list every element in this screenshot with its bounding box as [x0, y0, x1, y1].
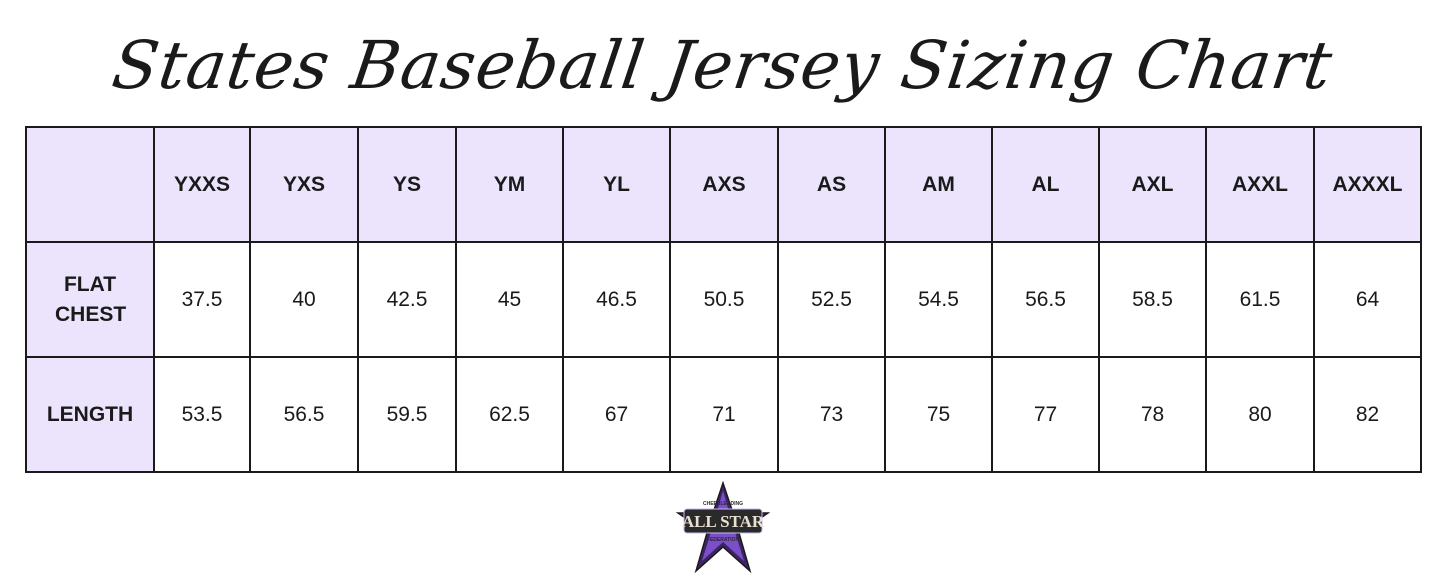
- table-row: LENGTH 53.5 56.5 59.5 62.5 67 71 73 75 7…: [25, 356, 1422, 473]
- column-header: AXXXL: [1313, 126, 1422, 243]
- table-cell: 64: [1313, 241, 1422, 358]
- row-header-length: LENGTH: [25, 356, 155, 473]
- table-cell: 58.5: [1098, 241, 1207, 358]
- table-cell: 53.5: [153, 356, 251, 473]
- table-cell: 50.5: [669, 241, 779, 358]
- table-row: FLAT CHEST 37.5 40 42.5 45 46.5 50.5 52.…: [25, 241, 1422, 358]
- page-title: States Baseball Jersey Sizing Chart: [107, 27, 1338, 104]
- table-cell: 73: [777, 356, 886, 473]
- table-cell: 52.5: [777, 241, 886, 358]
- header-row: YXXS YXS YS YM YL AXS AS AM AL AXL AXXL …: [25, 126, 1422, 243]
- column-header: AM: [884, 126, 993, 243]
- column-header: YM: [455, 126, 564, 243]
- table-cell: 40: [249, 241, 359, 358]
- table-cell: 77: [991, 356, 1100, 473]
- table-cell: 75: [884, 356, 993, 473]
- table-cell: 46.5: [562, 241, 671, 358]
- row-header-label: FLAT CHEST: [55, 272, 127, 326]
- all-star-logo: CHEERLEADING ALL STAR FEDERATION: [675, 480, 771, 574]
- table-cell: 80: [1205, 356, 1315, 473]
- table-cell: 37.5: [153, 241, 251, 358]
- table-cell: 78: [1098, 356, 1207, 473]
- column-header: AXS: [669, 126, 779, 243]
- table-cell: 45: [455, 241, 564, 358]
- logo-main-text: ALL STAR: [682, 512, 765, 531]
- table-cell: 54.5: [884, 241, 993, 358]
- table-cell: 61.5: [1205, 241, 1315, 358]
- column-header: AS: [777, 126, 886, 243]
- table-cell: 42.5: [357, 241, 457, 358]
- table-cell: 67: [562, 356, 671, 473]
- table-cell: 56.5: [249, 356, 359, 473]
- corner-cell: [25, 126, 155, 243]
- table-cell: 59.5: [357, 356, 457, 473]
- column-header: AXL: [1098, 126, 1207, 243]
- table-cell: 62.5: [455, 356, 564, 473]
- table-cell: 82: [1313, 356, 1422, 473]
- logo-bottom-text: FEDERATION: [707, 537, 740, 543]
- logo-top-text: CHEERLEADING: [703, 501, 743, 507]
- column-header: YS: [357, 126, 457, 243]
- sizing-table: YXXS YXS YS YM YL AXS AS AM AL AXL AXXL …: [25, 126, 1422, 473]
- star-icon: CHEERLEADING ALL STAR FEDERATION: [675, 480, 771, 574]
- table-cell: 56.5: [991, 241, 1100, 358]
- table-cell: 71: [669, 356, 779, 473]
- column-header: AL: [991, 126, 1100, 243]
- column-header: YXS: [249, 126, 359, 243]
- column-header: AXXL: [1205, 126, 1315, 243]
- column-header: YL: [562, 126, 671, 243]
- column-header: YXXS: [153, 126, 251, 243]
- row-header-flat-chest: FLAT CHEST: [25, 241, 155, 358]
